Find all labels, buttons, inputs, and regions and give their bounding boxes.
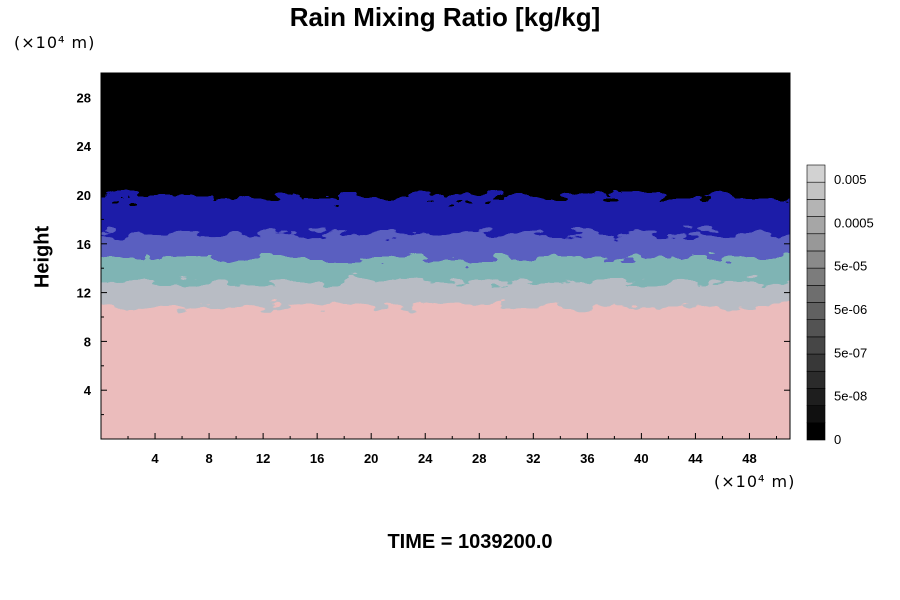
y-tick-label: 16 <box>77 237 91 252</box>
colorbar-label: 0.0005 <box>834 215 874 230</box>
x-tick-label: 28 <box>472 451 486 466</box>
colorbar-swatch <box>806 285 826 303</box>
x-axis-unit: (×10⁴ m) <box>714 472 796 491</box>
x-tick-label: 40 <box>634 451 648 466</box>
time-label: TIME = 1039200.0 <box>0 531 900 554</box>
chart-title: Rain Mixing Ratio [kg/kg] <box>289 2 601 32</box>
y-tick-label: 24 <box>77 139 92 154</box>
colorbar-swatch <box>806 422 826 441</box>
colorbar-swatch <box>806 353 826 372</box>
colorbar-label: 5e-08 <box>834 389 867 404</box>
y-tick-label: 28 <box>77 90 91 105</box>
colorbar-swatch <box>806 267 826 286</box>
plot-frame <box>100 72 791 440</box>
colorbar-swatch <box>806 233 826 252</box>
colorbar-swatch <box>806 336 826 355</box>
x-tick-label: 48 <box>742 451 756 466</box>
y-tick-label: 4 <box>84 383 92 398</box>
x-tick-label: 44 <box>688 451 703 466</box>
heatmap-band <box>101 73 790 197</box>
x-axis-ticks: 4 8 12 16 20 24 28 32 36 40 44 48 <box>127 73 777 466</box>
heatmap-band <box>101 304 790 439</box>
colorbar-swatch <box>806 370 826 389</box>
colorbar-swatch <box>806 250 826 269</box>
colorbar-swatch <box>806 216 826 235</box>
x-tick-label: 12 <box>256 451 270 466</box>
heatmap-layers <box>101 73 790 439</box>
heatmap-band <box>101 229 790 258</box>
colorbar-swatch <box>806 302 826 320</box>
colorbar-swatch <box>806 319 826 338</box>
y-tick-label: 20 <box>77 188 91 203</box>
colorbar-swatch <box>806 405 826 424</box>
time-text: TIME = 1039200.0 <box>387 531 553 553</box>
y-axis-unit: (×10⁴ m) <box>14 33 96 52</box>
heatmap-band <box>101 278 790 307</box>
plot-area <box>101 73 790 439</box>
x-tick-label: 36 <box>580 451 594 466</box>
colorbar-label: 5e-05 <box>834 259 867 274</box>
y-tick-label: 8 <box>84 334 91 349</box>
colorbar-swatch <box>806 388 826 406</box>
x-tick-label: 8 <box>205 451 212 466</box>
colorbar-label: 0 <box>834 432 841 447</box>
colorbar-label: 5e-07 <box>834 345 867 360</box>
x-tick-label: 32 <box>526 451 540 466</box>
x-tick-label: 16 <box>310 451 324 466</box>
colorbar-swatch <box>806 181 826 200</box>
x-tick-label: 24 <box>418 451 433 466</box>
heatmap-band <box>101 193 790 234</box>
colorbar: 0.005 0.0005 5e-05 5e-06 5e-07 5e-08 0 <box>806 164 874 447</box>
colorbar-label: 0.005 <box>834 172 867 187</box>
y-tick-label: 12 <box>77 286 91 301</box>
colorbar-label: 5e-06 <box>834 302 867 317</box>
heatmap-band <box>101 254 790 283</box>
colorbar-swatch <box>806 164 826 183</box>
colorbar-swatch <box>806 199 826 217</box>
x-tick-label: 4 <box>151 451 159 466</box>
x-tick-label: 20 <box>364 451 378 466</box>
y-axis-ticks: 4 8 12 16 20 24 28 <box>77 90 790 416</box>
